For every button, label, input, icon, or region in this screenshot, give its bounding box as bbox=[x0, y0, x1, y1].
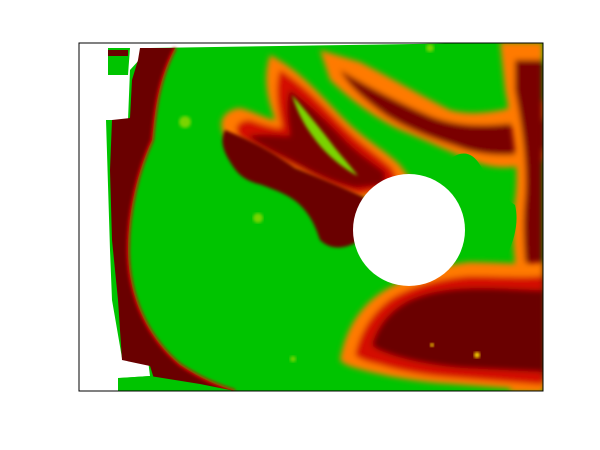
green-speck bbox=[179, 116, 191, 128]
green-speck bbox=[426, 44, 434, 52]
green-speck bbox=[290, 356, 296, 362]
circular-hole bbox=[353, 174, 465, 286]
upper-right-streak bbox=[320, 50, 543, 168]
heatmap-area bbox=[79, 43, 543, 391]
axes-frame bbox=[78, 42, 544, 392]
dark-red-left-band bbox=[110, 48, 235, 391]
green-speck bbox=[253, 213, 263, 223]
central-dark-body bbox=[222, 130, 365, 248]
left-top-sliver bbox=[108, 50, 128, 56]
yellow-speck bbox=[430, 343, 434, 347]
left-band-inner-edge bbox=[126, 47, 236, 391]
lower-red-region bbox=[340, 262, 543, 391]
yellow-speck bbox=[474, 352, 480, 358]
streak-green-finger bbox=[292, 95, 358, 176]
bottom-left-strip bbox=[118, 376, 235, 391]
